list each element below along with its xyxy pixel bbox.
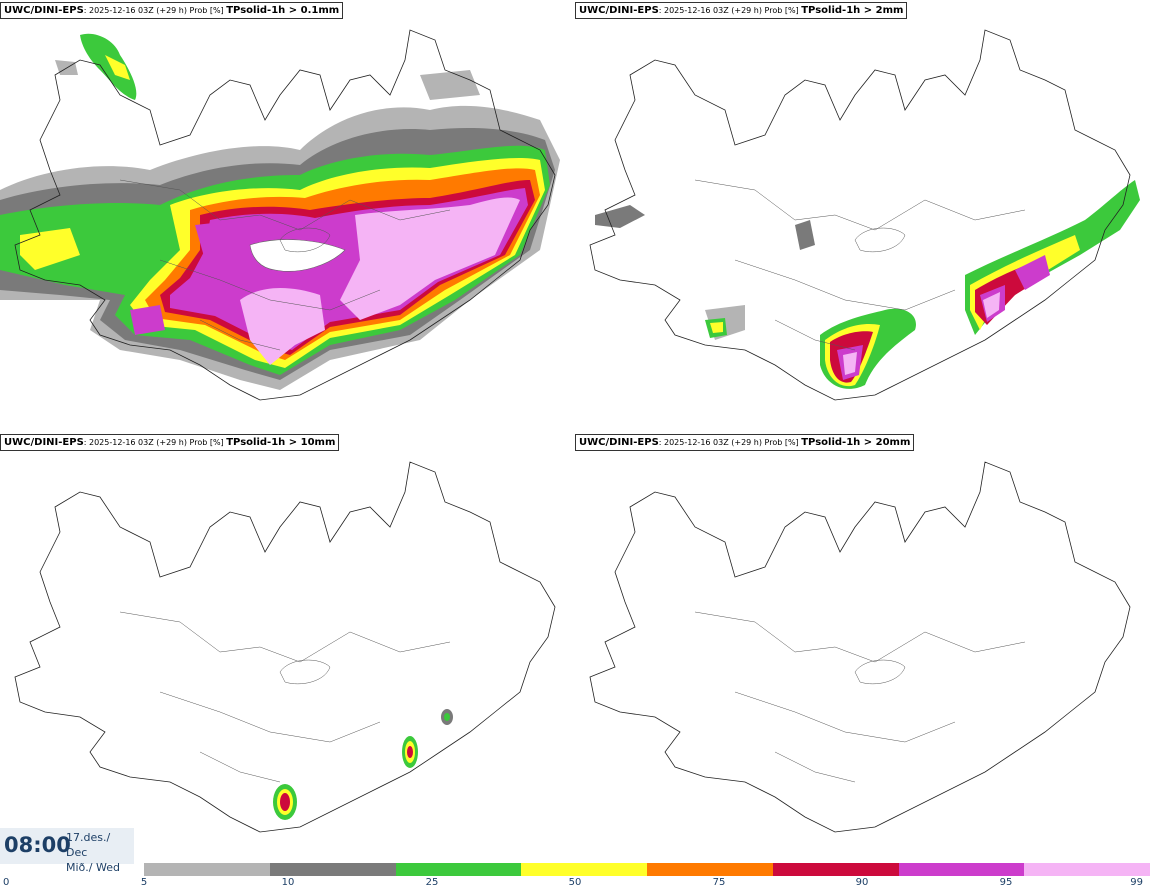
colorbar-segment [898,863,1025,876]
panel-title: UWC/DINI-EPS: 2025-12-16 03Z (+29 h) Pro… [0,2,344,19]
panel-title: UWC/DINI-EPS: 2025-12-16 03Z (+29 h) Pro… [575,2,908,19]
model-label: UWC/DINI-EPS [579,437,659,448]
map-panel-20mm: UWC/DINI-EPS: 2025-12-16 03Z (+29 h) Pro… [575,432,1150,862]
map-panel-01mm: UWC/DINI-EPS: 2025-12-16 03Z (+29 h) Pro… [0,0,575,430]
panel-title: UWC/DINI-EPS: 2025-12-16 03Z (+29 h) Pro… [0,434,340,451]
coastline [589,29,1131,401]
colorbar-tick-label: 75 [712,877,726,888]
colorbar-segment [772,863,899,876]
probability-fields [0,33,560,391]
run-meta: : 2025-12-16 03Z (+29 h) Prob [%] [83,438,227,447]
colorbar-tick-label: 95 [999,877,1013,888]
colorbar-tick-label: 0 [3,877,10,888]
parameter-label: TPsolid-1h > 2mm [801,5,904,16]
colorbar-segment [144,863,270,876]
coastline [589,461,1131,833]
valid-date: 17.des./ Dec Mið./ Wed [66,830,134,875]
valid-date-line2: Mið./ Wed [66,861,120,874]
probability-map-20mm [589,461,1131,833]
probability-map-2mm [589,29,1140,401]
colorbar-tick-label: 90 [855,877,869,888]
coastline [14,461,556,833]
probability-map-10mm [14,461,556,833]
valid-time-box: 08:00 17.des./ Dec Mið./ Wed [0,828,134,874]
colorbar-tick-label: 50 [568,877,582,888]
parameter-label: TPsolid-1h > 20mm [801,437,911,448]
run-meta: : 2025-12-16 03Z (+29 h) Prob [%] [658,438,802,447]
model-label: UWC/DINI-EPS [4,5,84,16]
model-label: UWC/DINI-EPS [579,5,659,16]
valid-time: 08:00 [4,833,71,857]
valid-date-line1: 17.des./ Dec [66,831,111,859]
panel-title: UWC/DINI-EPS: 2025-12-16 03Z (+29 h) Pro… [575,434,915,451]
parameter-label: TPsolid-1h > 10mm [226,437,336,448]
map-panel-2mm: UWC/DINI-EPS: 2025-12-16 03Z (+29 h) Pro… [575,0,1150,430]
probability-map-01mm [0,29,560,401]
colorbar-segment [269,863,396,876]
run-meta: : 2025-12-16 03Z (+29 h) Prob [%] [658,6,802,15]
model-label: UWC/DINI-EPS [4,437,84,448]
colorbar-segment [647,863,773,876]
map-panel-10mm: UWC/DINI-EPS: 2025-12-16 03Z (+29 h) Pro… [0,432,575,862]
colorbar-segment [395,863,522,876]
colorbar-tick-label: 99 [1130,877,1143,888]
colorbar-tick-label: 5 [140,877,148,888]
probability-fields [273,709,453,820]
parameter-label: TPsolid-1h > 0.1mm [226,5,340,16]
probability-fields [595,180,1140,389]
coastline [14,29,556,401]
probability-colorbar [144,863,1150,876]
colorbar-tick-label: 10 [281,877,295,888]
run-meta: : 2025-12-16 03Z (+29 h) Prob [%] [83,6,227,15]
colorbar-tick-label: 25 [425,877,439,888]
colorbar-segment [1024,863,1150,876]
colorbar-segment [521,863,647,876]
